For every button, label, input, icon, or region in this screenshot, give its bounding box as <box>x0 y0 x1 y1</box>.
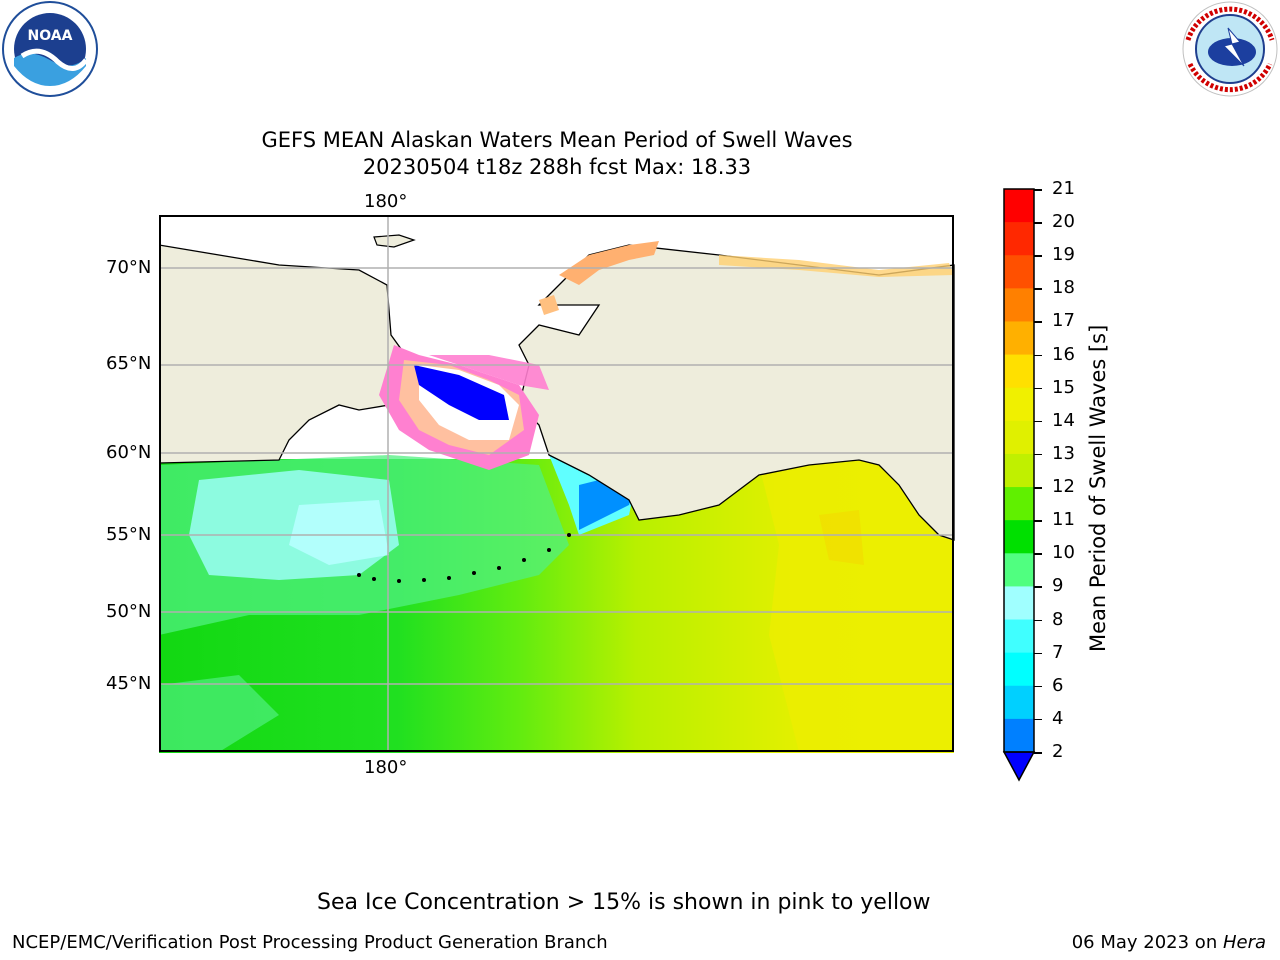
colorbar-tick-label: 20 <box>1052 211 1075 233</box>
colorbar-tick-label: 15 <box>1052 376 1075 398</box>
colorbar-band <box>1004 387 1034 422</box>
lat-label-55: 55°N <box>106 524 152 545</box>
colorbar-band <box>1004 255 1034 289</box>
colorbar-band <box>1004 586 1034 621</box>
swell-period-map <box>159 215 955 753</box>
colorbar-tick-mark <box>1034 752 1042 754</box>
colorbar-band <box>1004 420 1034 455</box>
lat-label-60: 60°N <box>106 442 152 463</box>
colorbar-tick-mark <box>1034 453 1042 456</box>
colorbar-tick-mark <box>1034 420 1042 423</box>
colorbar-tick-mark <box>1034 652 1042 655</box>
land-siberia <box>159 244 420 464</box>
lat-label-50: 50°N <box>106 601 152 622</box>
noaa-logo: NOAA <box>2 1 98 97</box>
colorbar-tick-mark <box>1034 718 1042 721</box>
colorbar-tick-label: 8 <box>1052 608 1064 630</box>
colorbar-band <box>1004 453 1034 488</box>
colorbar-band <box>1004 321 1034 356</box>
lat-label-70: 70°N <box>106 257 152 278</box>
colorbar <box>1002 188 1036 782</box>
sea-ice-note: Sea Ice Concentration > 15% is shown in … <box>317 890 931 915</box>
colorbar-band <box>1004 487 1034 521</box>
colorbar-band <box>1004 685 1034 720</box>
colorbar-tick-label: 7 <box>1052 641 1064 663</box>
colorbar-band <box>1004 718 1034 753</box>
nws-logo <box>1182 1 1278 97</box>
colorbar-tick-label: 12 <box>1052 476 1075 498</box>
colorbar-tick-mark <box>1034 619 1042 622</box>
colorbar-band <box>1004 652 1034 687</box>
colorbar-tick-mark <box>1034 553 1042 555</box>
map-frame <box>159 215 954 752</box>
lat-label-65: 65°N <box>106 353 152 374</box>
swell-14-15-region <box>759 460 954 752</box>
swell-9-10-southwest <box>159 675 279 752</box>
colorbar-tick-label: 10 <box>1052 542 1075 564</box>
colorbar-tick-mark <box>1034 387 1042 390</box>
aleutian-islands <box>357 533 571 583</box>
sea-ice-blue-core <box>414 365 509 420</box>
colorbar-tick-label: 2 <box>1052 741 1064 762</box>
graticule <box>159 215 954 752</box>
colorbar-tick-label: 17 <box>1052 310 1075 332</box>
colorbar-tick-label: 11 <box>1052 509 1075 531</box>
colorbar-tick-mark <box>1034 222 1042 224</box>
colorbar-tick-label: 4 <box>1052 707 1064 729</box>
lon-label-bottom: 180° <box>364 757 408 778</box>
colorbar-tick-label: 16 <box>1052 343 1075 365</box>
map-title: GEFS MEAN Alaskan Waters Mean Period of … <box>261 128 853 152</box>
colorbar-band <box>1004 189 1034 223</box>
colorbar-tick-label: 6 <box>1052 674 1064 696</box>
colorbar-tick-mark <box>1034 685 1042 688</box>
colorbar-tick-label: 13 <box>1052 442 1075 464</box>
chukchi-ice-orange <box>559 241 659 285</box>
colorbar-tick-mark <box>1034 321 1042 323</box>
colorbar-tick-label: 21 <box>1052 178 1075 199</box>
colorbar-tick-mark <box>1034 354 1042 357</box>
map-subtitle: 20230504 t18z 288h fcst Max: 18.33 <box>362 155 752 179</box>
colorbar-tick-mark <box>1034 487 1042 489</box>
colorbar-band <box>1004 288 1034 322</box>
colorbar-tick-mark <box>1034 255 1042 257</box>
colorbar-tick-label: 18 <box>1052 277 1075 299</box>
swell-8-9-core <box>289 500 389 565</box>
colorbar-tick-mark <box>1034 288 1042 290</box>
colorbar-band <box>1004 553 1034 587</box>
colorbar-tick-label: 19 <box>1052 244 1075 266</box>
colorbar-extend-arrow <box>1002 751 1036 782</box>
footer-producer: NCEP/EMC/Verification Post Processing Pr… <box>12 932 608 953</box>
lon-label-top: 180° <box>364 191 408 212</box>
colorbar-label: Mean Period of Swell Waves [s] <box>1086 324 1110 652</box>
lat-label-45: 45°N <box>106 673 152 694</box>
colorbar-tick-mark <box>1034 189 1042 191</box>
colorbar-band <box>1004 222 1034 256</box>
colorbar-tick-mark <box>1034 520 1042 522</box>
colorbar-tick-mark <box>1034 586 1042 588</box>
colorbar-band <box>1004 354 1034 389</box>
colorbar-frame <box>1003 188 1035 753</box>
footer-date: 06 May 2023 on Hera <box>1072 932 1266 953</box>
footer-date-text: 06 May 2023 on <box>1071 932 1223 953</box>
colorbar-tick-label: 9 <box>1052 575 1064 597</box>
land-wrangel-island <box>373 234 416 248</box>
colorbar-band <box>1004 619 1034 654</box>
svg-text:NOAA: NOAA <box>28 28 73 44</box>
colorbar-band <box>1004 520 1034 554</box>
footer-host: Hera <box>1222 932 1266 953</box>
colorbar-tick-label: 14 <box>1052 409 1075 431</box>
